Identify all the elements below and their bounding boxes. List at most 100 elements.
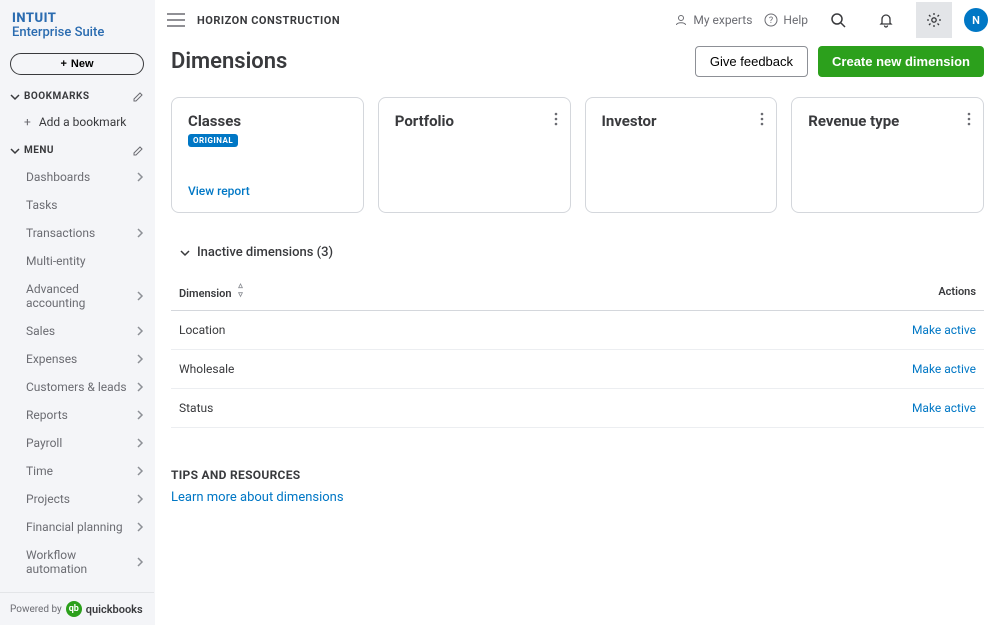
sidebar-item[interactable]: Time: [0, 457, 154, 485]
kebab-icon[interactable]: [554, 112, 558, 126]
company-name[interactable]: HORIZON CONSTRUCTION: [197, 14, 340, 27]
menu-item-label: Expenses: [26, 352, 77, 366]
bookmarks-label: BOOKMARKS: [24, 91, 90, 102]
menu-item-label: Payroll: [26, 436, 62, 450]
sidebar-item[interactable]: Multi-entity: [0, 247, 154, 275]
pencil-icon[interactable]: [132, 91, 144, 103]
help-link[interactable]: ? Help: [764, 13, 808, 27]
brand-line2: Enterprise Suite: [12, 25, 142, 41]
menu-item-label: Financial planning: [26, 520, 123, 534]
menu-item-label: Advanced accounting: [26, 282, 136, 310]
avatar[interactable]: N: [964, 8, 988, 32]
row-action-cell: Make active: [577, 389, 984, 428]
sidebar-item[interactable]: Advanced accounting: [0, 275, 154, 317]
brand-line1: INTUIT: [12, 12, 142, 25]
chevron-right-icon: [136, 354, 144, 364]
chevron-down-icon: [10, 92, 20, 102]
person-icon: [674, 13, 688, 27]
bell-icon[interactable]: [868, 2, 904, 38]
menu-item-label: Reports: [26, 408, 68, 422]
chevron-right-icon: [136, 326, 144, 336]
sidebar-item[interactable]: Dashboards: [0, 163, 154, 191]
sidebar-item[interactable]: Sales: [0, 317, 154, 345]
dimension-card[interactable]: Investor: [585, 97, 778, 213]
dimension-card[interactable]: Revenue type: [791, 97, 984, 213]
brand-logo: INTUIT Enterprise Suite: [0, 0, 154, 49]
svg-text:?: ?: [769, 16, 773, 26]
menu-item-label: Sales: [26, 324, 55, 338]
chevron-right-icon: [136, 522, 144, 532]
kebab-icon[interactable]: [967, 112, 971, 126]
page-header: Dimensions Give feedback Create new dime…: [171, 46, 984, 77]
sort-icon: ▵▿: [238, 282, 243, 300]
dimension-name: Location: [171, 311, 577, 350]
menu-header[interactable]: MENU: [0, 139, 154, 163]
tips-section: TIPS AND RESOURCES Learn more about dime…: [171, 468, 984, 505]
chevron-right-icon: [136, 438, 144, 448]
sidebar-item[interactable]: Tasks: [0, 191, 154, 219]
dimension-card[interactable]: ClassesORIGINALView report: [171, 97, 364, 213]
quickbooks-icon: qb: [66, 601, 82, 617]
page-title: Dimensions: [171, 49, 695, 74]
give-feedback-button[interactable]: Give feedback: [695, 46, 808, 77]
bookmarks-header[interactable]: BOOKMARKS: [0, 85, 154, 109]
kebab-icon[interactable]: [760, 112, 764, 126]
hamburger-icon[interactable]: [167, 13, 185, 27]
chevron-right-icon: [136, 172, 144, 182]
inactive-dimensions-toggle[interactable]: Inactive dimensions (3): [171, 237, 984, 268]
my-experts-link[interactable]: My experts: [674, 13, 752, 27]
powered-prefix: Powered by: [10, 604, 62, 615]
sidebar-item[interactable]: Apps: [0, 583, 154, 592]
powered-product: quickbooks: [86, 603, 143, 616]
my-experts-label: My experts: [693, 13, 752, 27]
inactive-header-label: Inactive dimensions (3): [197, 245, 333, 260]
card-title: Revenue type: [808, 112, 967, 130]
sidebar-item[interactable]: Financial planning: [0, 513, 154, 541]
gear-icon[interactable]: [916, 2, 952, 38]
view-report-link[interactable]: View report: [188, 184, 347, 198]
menu-list: Dashboards Tasks Transactions Multi-entity A…: [0, 163, 154, 592]
menu-item-label: Customers & leads: [26, 380, 127, 394]
new-button-label: New: [71, 58, 94, 70]
make-active-link[interactable]: Make active: [912, 323, 976, 337]
make-active-link[interactable]: Make active: [912, 401, 976, 415]
chevron-right-icon: [136, 410, 144, 420]
menu-item-label: Multi-entity: [26, 254, 86, 268]
create-dimension-button[interactable]: Create new dimension: [818, 46, 984, 77]
tips-link[interactable]: Learn more about dimensions: [171, 490, 344, 505]
chevron-right-icon: [136, 466, 144, 476]
sidebar-item[interactable]: Customers & leads: [0, 373, 154, 401]
sidebar-item[interactable]: Reports: [0, 401, 154, 429]
card-title: Portfolio: [395, 112, 554, 130]
powered-by: Powered by qb quickbooks: [0, 592, 154, 625]
col-actions: Actions: [577, 272, 984, 311]
add-bookmark[interactable]: + Add a bookmark: [0, 109, 154, 139]
chevron-right-icon: [136, 228, 144, 238]
sidebar-item[interactable]: Payroll: [0, 429, 154, 457]
chevron-down-icon: [179, 247, 191, 259]
sidebar-item[interactable]: Workflow automation: [0, 541, 154, 583]
col-dimension[interactable]: Dimension ▵▿: [171, 272, 577, 311]
sidebar-item[interactable]: Projects: [0, 485, 154, 513]
menu-item-label: Tasks: [26, 198, 58, 212]
sidebar-item[interactable]: Transactions: [0, 219, 154, 247]
pencil-icon[interactable]: [132, 145, 144, 157]
menu-item-label: Time: [26, 464, 53, 478]
menu-item-label: Workflow automation: [26, 548, 136, 576]
chevron-down-icon: [10, 146, 20, 156]
help-label: Help: [783, 13, 808, 27]
row-action-cell: Make active: [577, 350, 984, 389]
add-bookmark-label: Add a bookmark: [39, 115, 127, 129]
plus-icon: +: [24, 115, 31, 129]
new-button[interactable]: + New: [10, 53, 144, 75]
topbar: HORIZON CONSTRUCTION My experts ? Help N: [155, 0, 1000, 40]
sidebar-item[interactable]: Expenses: [0, 345, 154, 373]
plus-icon: +: [60, 58, 66, 70]
table-row: Location Make active: [171, 311, 984, 350]
make-active-link[interactable]: Make active: [912, 362, 976, 376]
dimension-card[interactable]: Portfolio: [378, 97, 571, 213]
menu-item-label: Projects: [26, 492, 70, 506]
chevron-right-icon: [136, 557, 144, 567]
search-icon[interactable]: [820, 2, 856, 38]
main: HORIZON CONSTRUCTION My experts ? Help N: [155, 0, 1000, 625]
